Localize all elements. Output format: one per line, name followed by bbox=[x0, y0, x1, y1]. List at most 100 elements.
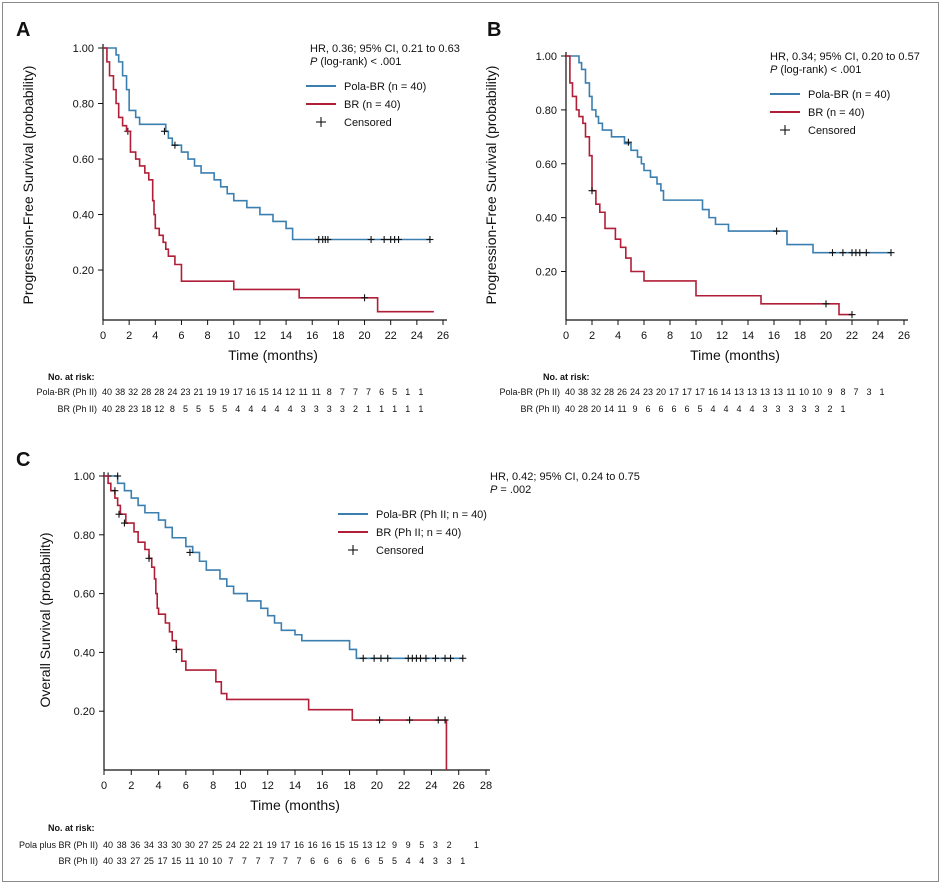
x-tick-label: 0 bbox=[100, 330, 106, 342]
risk-row-label-br: BR (Ph II) bbox=[58, 856, 98, 866]
risk-count: 24 bbox=[226, 840, 236, 850]
x-axis-title: Time (months) bbox=[228, 347, 318, 363]
risk-count: 12 bbox=[285, 387, 295, 397]
risk-count: 17 bbox=[233, 387, 243, 397]
risk-count: 4 bbox=[736, 404, 741, 414]
x-tick-label: 26 bbox=[437, 330, 449, 342]
risk-count: 6 bbox=[337, 856, 342, 866]
x-tick-label: 28 bbox=[480, 780, 492, 792]
x-tick-label: 10 bbox=[234, 780, 246, 792]
risk-count: 6 bbox=[351, 856, 356, 866]
risk-count: 30 bbox=[185, 840, 195, 850]
panel-letter: C bbox=[16, 449, 30, 471]
risk-count: 6 bbox=[324, 856, 329, 866]
risk-count: 10 bbox=[212, 856, 222, 866]
x-tick-label: 16 bbox=[306, 330, 318, 342]
risk-count: 13 bbox=[734, 387, 744, 397]
x-tick-label: 22 bbox=[846, 330, 858, 342]
risk-count: 9 bbox=[392, 840, 397, 850]
x-tick-label: 4 bbox=[152, 330, 158, 342]
risk-count: 1 bbox=[379, 404, 384, 414]
risk-count: 15 bbox=[335, 840, 345, 850]
risk-count: 3 bbox=[447, 856, 452, 866]
risk-count: 3 bbox=[314, 404, 319, 414]
risk-count: 3 bbox=[788, 404, 793, 414]
risk-count: 4 bbox=[261, 404, 266, 414]
risk-count: 6 bbox=[365, 856, 370, 866]
y-tick-label: 0.60 bbox=[536, 159, 557, 171]
x-tick-label: 12 bbox=[716, 330, 728, 342]
risk-count: 17 bbox=[280, 840, 290, 850]
risk-count: 14 bbox=[721, 387, 731, 397]
x-tick-label: 14 bbox=[742, 330, 754, 342]
y-tick-label: 0.60 bbox=[74, 589, 95, 601]
risk-count: 1 bbox=[840, 404, 845, 414]
y-tick-label: 0.60 bbox=[73, 154, 94, 166]
risk-count: 9 bbox=[632, 404, 637, 414]
risk-count: 7 bbox=[366, 387, 371, 397]
risk-count: 7 bbox=[228, 856, 233, 866]
risk-count: 7 bbox=[269, 856, 274, 866]
x-tick-label: 20 bbox=[371, 780, 383, 792]
p-value-text: P (log-rank) < .001 bbox=[770, 64, 861, 76]
x-tick-label: 4 bbox=[156, 780, 162, 792]
risk-count: 3 bbox=[866, 387, 871, 397]
x-tick-label: 8 bbox=[667, 330, 673, 342]
risk-count: 12 bbox=[376, 840, 386, 850]
risk-count: 7 bbox=[283, 856, 288, 866]
risk-row-label-br: BR (Ph II) bbox=[520, 404, 560, 414]
risk-count: 21 bbox=[194, 387, 204, 397]
risk-count: 21 bbox=[253, 840, 263, 850]
p-value-text: P = .002 bbox=[490, 484, 531, 496]
risk-count: 6 bbox=[379, 387, 384, 397]
risk-count: 3 bbox=[301, 404, 306, 414]
risk-count: 4 bbox=[235, 404, 240, 414]
risk-count: 40 bbox=[565, 387, 575, 397]
risk-count: 6 bbox=[310, 856, 315, 866]
panel-letter: A bbox=[16, 19, 30, 41]
risk-count: 6 bbox=[658, 404, 663, 414]
risk-count: 2 bbox=[447, 840, 452, 850]
risk-count: 19 bbox=[207, 387, 217, 397]
risk-count: 3 bbox=[433, 840, 438, 850]
risk-count: 27 bbox=[198, 840, 208, 850]
risk-count: 1 bbox=[879, 387, 884, 397]
legend-label-br: BR (n = 40) bbox=[344, 99, 401, 111]
risk-count: 10 bbox=[799, 387, 809, 397]
x-tick-label: 6 bbox=[641, 330, 647, 342]
x-tick-label: 6 bbox=[178, 330, 184, 342]
risk-count: 5 bbox=[697, 404, 702, 414]
risk-count: 11 bbox=[617, 404, 626, 414]
p-value-text: P (log-rank) < .001 bbox=[310, 56, 401, 68]
risk-count: 6 bbox=[671, 404, 676, 414]
risk-count: 25 bbox=[212, 840, 222, 850]
risk-count: 1 bbox=[405, 387, 410, 397]
risk-count: 4 bbox=[248, 404, 253, 414]
risk-count: 24 bbox=[630, 387, 640, 397]
risk-count: 16 bbox=[708, 387, 718, 397]
legend-label-censored: Censored bbox=[344, 117, 392, 129]
y-tick-label: 0.80 bbox=[73, 99, 94, 111]
panel-c: C0 2 4 6 8 10 12 14 16 18 20 22 24 26 281.000.800.600.… bbox=[16, 449, 640, 866]
risk-count: 7 bbox=[296, 856, 301, 866]
risk-count: 10 bbox=[812, 387, 822, 397]
risk-count: 24 bbox=[167, 387, 177, 397]
risk-count: 28 bbox=[141, 387, 151, 397]
risk-count: 32 bbox=[591, 387, 601, 397]
hazard-ratio-text: HR, 0.42; 95% CI, 0.24 to 0.75 bbox=[490, 471, 640, 483]
y-axis-title: Overall Survival (probability) bbox=[37, 532, 53, 707]
risk-count: 13 bbox=[773, 387, 783, 397]
risk-count: 28 bbox=[115, 404, 125, 414]
x-tick-label: 14 bbox=[280, 330, 292, 342]
risk-count: 33 bbox=[158, 840, 168, 850]
risk-count: 28 bbox=[604, 387, 614, 397]
risk-count: 5 bbox=[419, 840, 424, 850]
risk-count: 34 bbox=[144, 840, 154, 850]
legend-label-censored: Censored bbox=[808, 125, 856, 137]
km-curve-br bbox=[566, 55, 852, 316]
risk-row-label-br: BR (Ph II) bbox=[57, 404, 97, 414]
y-tick-label: 0.20 bbox=[536, 267, 557, 279]
risk-count: 5 bbox=[392, 387, 397, 397]
risk-count: 3 bbox=[814, 404, 819, 414]
risk-count: 16 bbox=[294, 840, 304, 850]
